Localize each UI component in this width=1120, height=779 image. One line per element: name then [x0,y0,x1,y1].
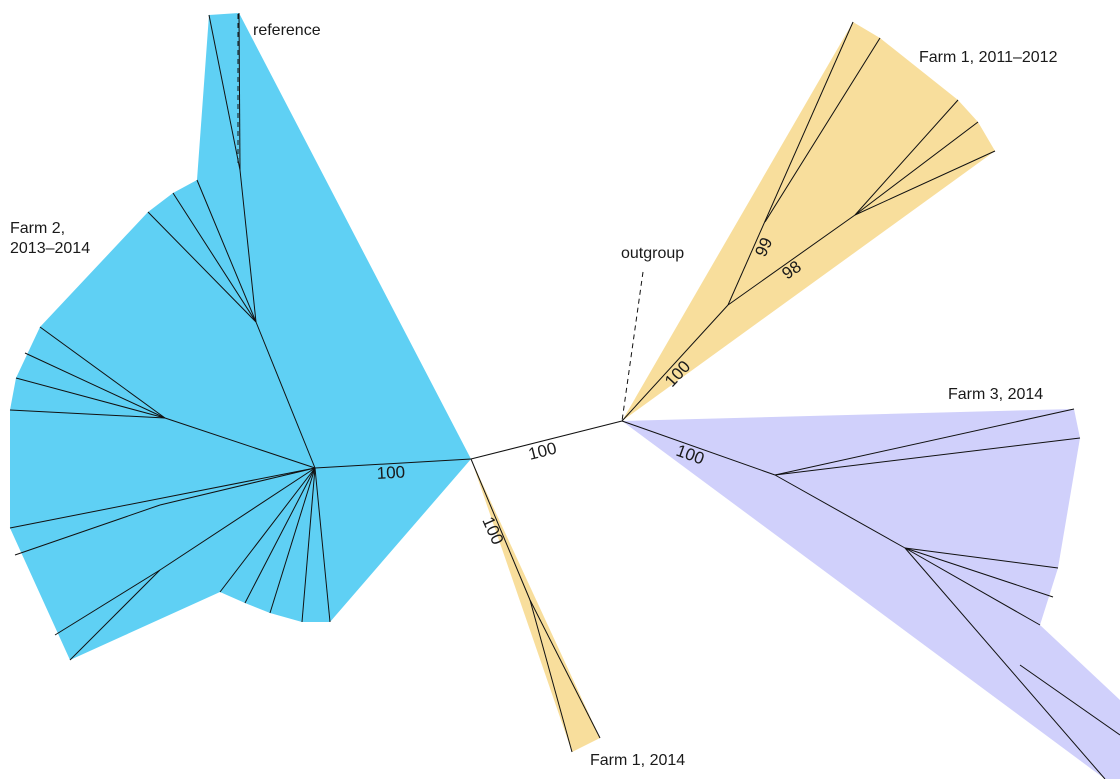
branch [854,99,959,216]
branch [239,169,257,323]
branch [196,179,257,323]
clade-farm2-shading [10,13,471,660]
branch [14,504,161,556]
branch [470,420,623,460]
branch [854,121,979,216]
clade-farm3-shading [622,409,1120,779]
branch [54,569,161,636]
branch [24,352,166,419]
clade-label-farm1-2011: Farm 1, 2011–2012 [919,49,1058,66]
branch [159,467,316,571]
branch [172,192,257,323]
branch [255,321,316,469]
branch [621,304,729,422]
branch [764,37,881,223]
branch [314,467,331,623]
branch [39,326,166,419]
clade-farm1-2014-shading [471,459,600,752]
outgroup-leader [621,271,644,422]
branch [774,408,1075,476]
branch [147,211,257,323]
branch [727,21,854,306]
clade-farm1-2011-shading [622,22,995,421]
branch [9,409,166,419]
branch [904,547,1054,598]
branch [244,467,316,604]
branch [1019,664,1120,736]
branch [727,214,856,306]
clade-label-farm3: Farm 3, 2014 [948,386,1043,403]
branch [15,377,166,419]
clade-label-farm1-2014: Farm 1, 2014 [590,752,685,769]
branch [9,467,316,529]
branch [314,458,472,469]
reference-label: reference [253,22,321,39]
branch [774,437,1081,476]
branch [208,14,241,171]
branch [904,547,1106,779]
branch [164,417,316,469]
clade-label-farm2-years: 2013–2014 [10,240,90,257]
branch [301,467,316,623]
clade-label-farm2: Farm 2, [10,220,65,237]
branch [529,599,601,739]
branch [238,12,241,171]
branch [774,474,906,549]
bootstrap-central: 100 [526,439,558,464]
branch [69,569,161,661]
branch [219,467,316,593]
branch [621,420,776,476]
branch [159,467,316,506]
branch [529,599,573,753]
outgroup-label: outgroup [621,245,684,262]
bootstrap-farm2-stem: 100 [376,463,405,483]
branch [904,547,1059,569]
branch [269,467,316,614]
branch [854,150,996,216]
branch [470,458,531,601]
branch [904,547,1041,626]
